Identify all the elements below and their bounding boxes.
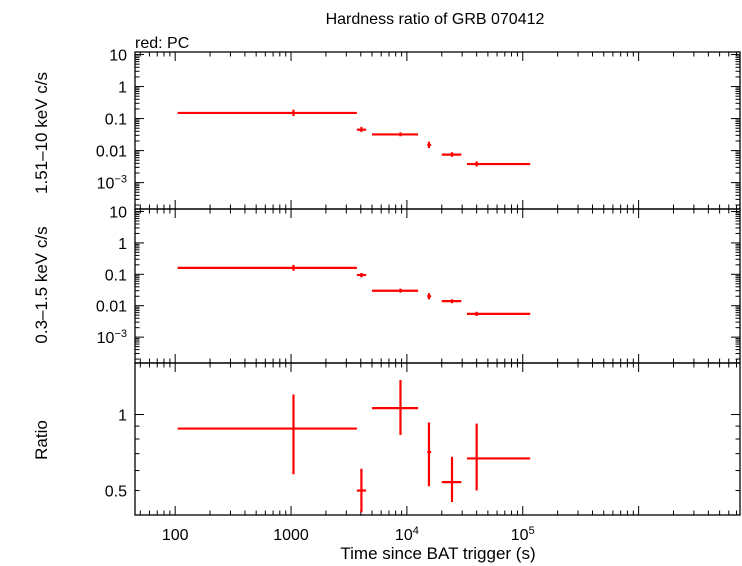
data-point xyxy=(427,293,432,300)
data-point xyxy=(466,311,531,317)
y-axis-title: Ratio xyxy=(32,420,51,460)
y-axis-title: 1.51–10 keV c/s xyxy=(32,72,51,194)
data-point xyxy=(441,299,462,304)
y-axis-title: 0.3–1.5 keV c/s xyxy=(32,226,51,343)
y-tick-label: 0.5 xyxy=(105,484,127,501)
y-tick-label: 10 xyxy=(109,204,127,221)
x-tick-label: 105 xyxy=(511,525,535,544)
data-point xyxy=(427,422,432,487)
panel-middle: 10 1 0.1 0.01 10−3 0.3–1.5 keV c/s xyxy=(32,204,741,364)
chart-title: Hardness ratio of GRB 070412 xyxy=(326,11,545,28)
data-point xyxy=(372,132,419,137)
data-point xyxy=(372,288,419,293)
panel-frame xyxy=(134,362,741,516)
panel-top: 10 1 0.1 0.01 10−3 1.51–10 keV c/s xyxy=(32,48,741,210)
data-point xyxy=(356,273,367,278)
x-axis-title: Time since BAT trigger (s) xyxy=(340,544,535,563)
panel-bottom: 1 0.5 100 1000 104 105 Ratio xyxy=(32,362,741,544)
x-tick-label: 100 xyxy=(162,527,189,544)
data-point xyxy=(466,423,531,491)
data-point xyxy=(177,394,357,475)
y-tick-label: 0.1 xyxy=(105,267,127,284)
y-tick-label: 0.01 xyxy=(96,144,127,161)
y-tick-label: 1 xyxy=(118,236,127,253)
data-point xyxy=(427,141,432,149)
data-point xyxy=(372,380,419,435)
panel-frame xyxy=(134,51,741,210)
y-tick-label: 0.01 xyxy=(96,299,127,316)
panel-frame xyxy=(134,208,741,364)
y-tick-label: 10−3 xyxy=(97,328,127,347)
data-point xyxy=(356,468,367,513)
x-tick-label: 1000 xyxy=(273,527,309,544)
data-point xyxy=(441,456,462,503)
y-tick-label: 10 xyxy=(109,48,127,65)
y-tick-label: 1 xyxy=(118,80,127,97)
data-point xyxy=(177,109,357,117)
data-point xyxy=(441,152,462,157)
y-tick-label: 1 xyxy=(118,408,127,425)
data-point xyxy=(177,264,357,271)
data-point xyxy=(356,126,367,133)
y-tick-label: 0.1 xyxy=(105,112,127,129)
data-point xyxy=(466,161,531,167)
x-tick-label: 104 xyxy=(395,525,419,544)
y-tick-label: 10−3 xyxy=(97,174,127,193)
chart-subtitle: red: PC xyxy=(135,35,189,52)
